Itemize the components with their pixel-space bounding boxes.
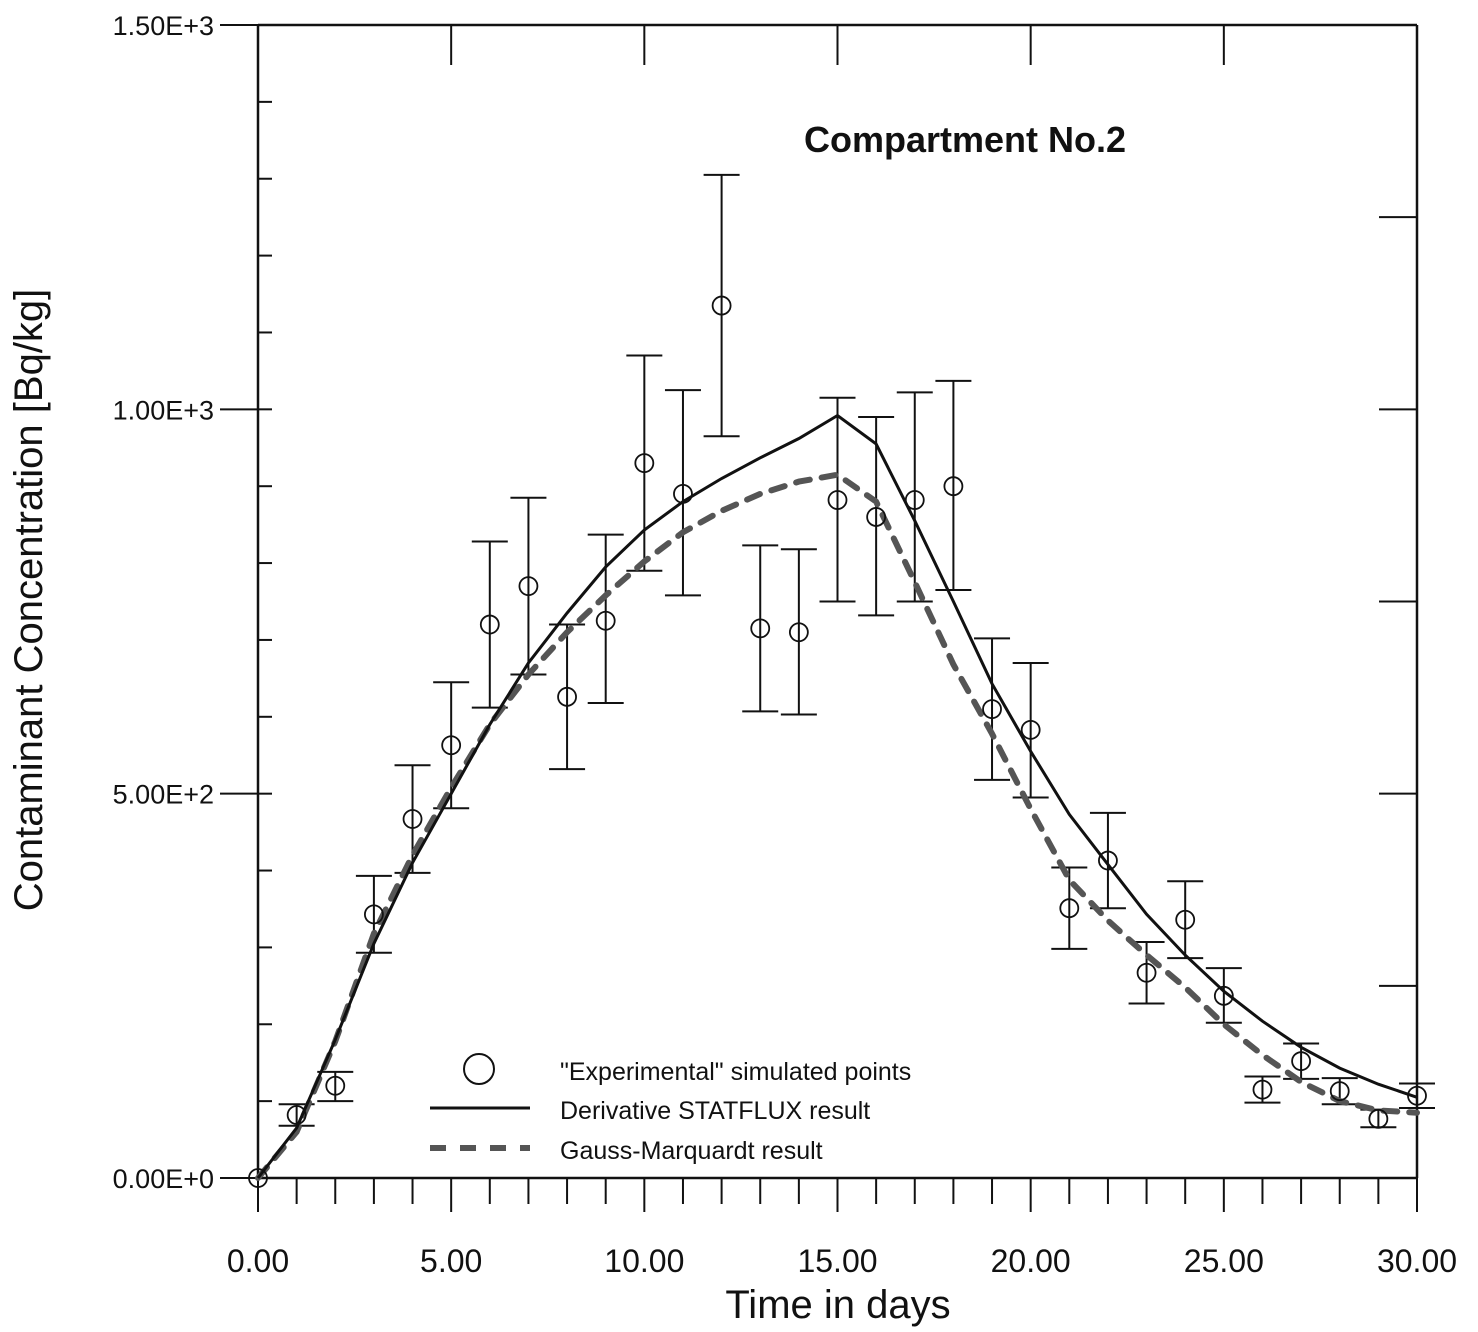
data-point — [673, 483, 693, 504]
data-point — [557, 686, 577, 707]
legend: "Experimental" simulated points Derivati… — [430, 1053, 911, 1165]
x-tick-label: 5.00 — [420, 1243, 482, 1279]
data-point — [325, 1075, 346, 1096]
data-point — [1329, 1081, 1350, 1102]
error-bar — [1205, 967, 1242, 1024]
x-tick-label: 10.00 — [604, 1243, 684, 1279]
gauss-marquardt-line — [255, 471, 1420, 1181]
error-bar — [664, 389, 701, 597]
data-point — [402, 809, 423, 829]
error-bar — [742, 544, 779, 713]
data-point — [788, 622, 809, 643]
legend-label-gauss: Gauss-Marquardt result — [560, 1137, 823, 1165]
data-point — [286, 1105, 307, 1125]
error-bar — [935, 379, 972, 591]
data-point — [1136, 962, 1157, 983]
x-axis-label: Time in days — [725, 1283, 950, 1327]
data-point — [1098, 850, 1118, 871]
y-tick-label: 1.50E+3 — [113, 11, 214, 41]
data-point — [827, 490, 848, 510]
data-point — [1407, 1085, 1427, 1106]
error-bar — [1089, 811, 1126, 910]
ticks — [220, 24, 1418, 1212]
y-tick-label: 5.00E+2 — [113, 780, 214, 810]
data-point — [595, 610, 616, 631]
error-bar — [780, 548, 817, 716]
error-bar — [703, 173, 740, 438]
data-point — [1213, 985, 1234, 1006]
legend-marker-experimental — [463, 1053, 495, 1085]
error-bar — [471, 540, 508, 709]
error-bar — [549, 623, 586, 771]
y-axis-label: Contaminant Concentration [Bq/kg] — [7, 289, 51, 912]
data-point — [1252, 1079, 1273, 1100]
error-bar — [896, 391, 933, 603]
error-bar — [587, 533, 624, 704]
x-tick-label: 30.00 — [1377, 1243, 1457, 1279]
error-bar — [1012, 661, 1049, 799]
data-point — [634, 453, 655, 474]
data-point — [982, 699, 1002, 720]
data-point — [750, 618, 771, 639]
error-bar — [858, 416, 895, 617]
data-point — [1020, 719, 1041, 740]
data-point — [1368, 1108, 1389, 1129]
data-point — [943, 476, 964, 497]
data-point — [1175, 909, 1196, 930]
error-bar — [1051, 866, 1088, 950]
data-point — [441, 735, 462, 756]
error-bar — [819, 396, 856, 603]
error-bars — [278, 173, 1435, 1129]
data-point — [248, 1168, 268, 1188]
data-point — [518, 576, 539, 597]
error-bar — [433, 681, 470, 810]
error-bar — [974, 637, 1011, 781]
data-point — [1291, 1051, 1311, 1072]
data-point — [1059, 898, 1080, 919]
x-tick-label: 15.00 — [797, 1243, 877, 1279]
statflux-line — [256, 413, 1418, 1179]
x-tick-label: 25.00 — [1184, 1243, 1264, 1279]
y-tick-label: 1.00E+3 — [113, 395, 214, 425]
x-tick-label: 0.00 — [227, 1243, 289, 1279]
data-point — [479, 614, 500, 635]
error-bar — [626, 354, 663, 572]
error-bar — [1167, 880, 1204, 960]
error-bar — [394, 764, 431, 874]
data-point — [363, 904, 384, 925]
tick-labels: 0.00 5.00 10.00 15.00 20.00 25.00 30.00 0.00E+0… — [113, 11, 1457, 1279]
data-point — [711, 295, 732, 316]
error-bar — [1128, 941, 1165, 1005]
legend-label-statflux: Derivative STATFLUX result — [560, 1097, 870, 1125]
chart-title: Compartment No.2 — [804, 119, 1126, 160]
legend-label-experimental: "Experimental" simulated points — [560, 1058, 911, 1086]
data-point — [866, 507, 887, 527]
y-tick-label: 0.00E+0 — [113, 1164, 214, 1194]
data-point — [904, 490, 925, 510]
x-tick-label: 20.00 — [991, 1243, 1071, 1279]
data-points — [248, 295, 1427, 1188]
fit-lines — [255, 413, 1420, 1181]
